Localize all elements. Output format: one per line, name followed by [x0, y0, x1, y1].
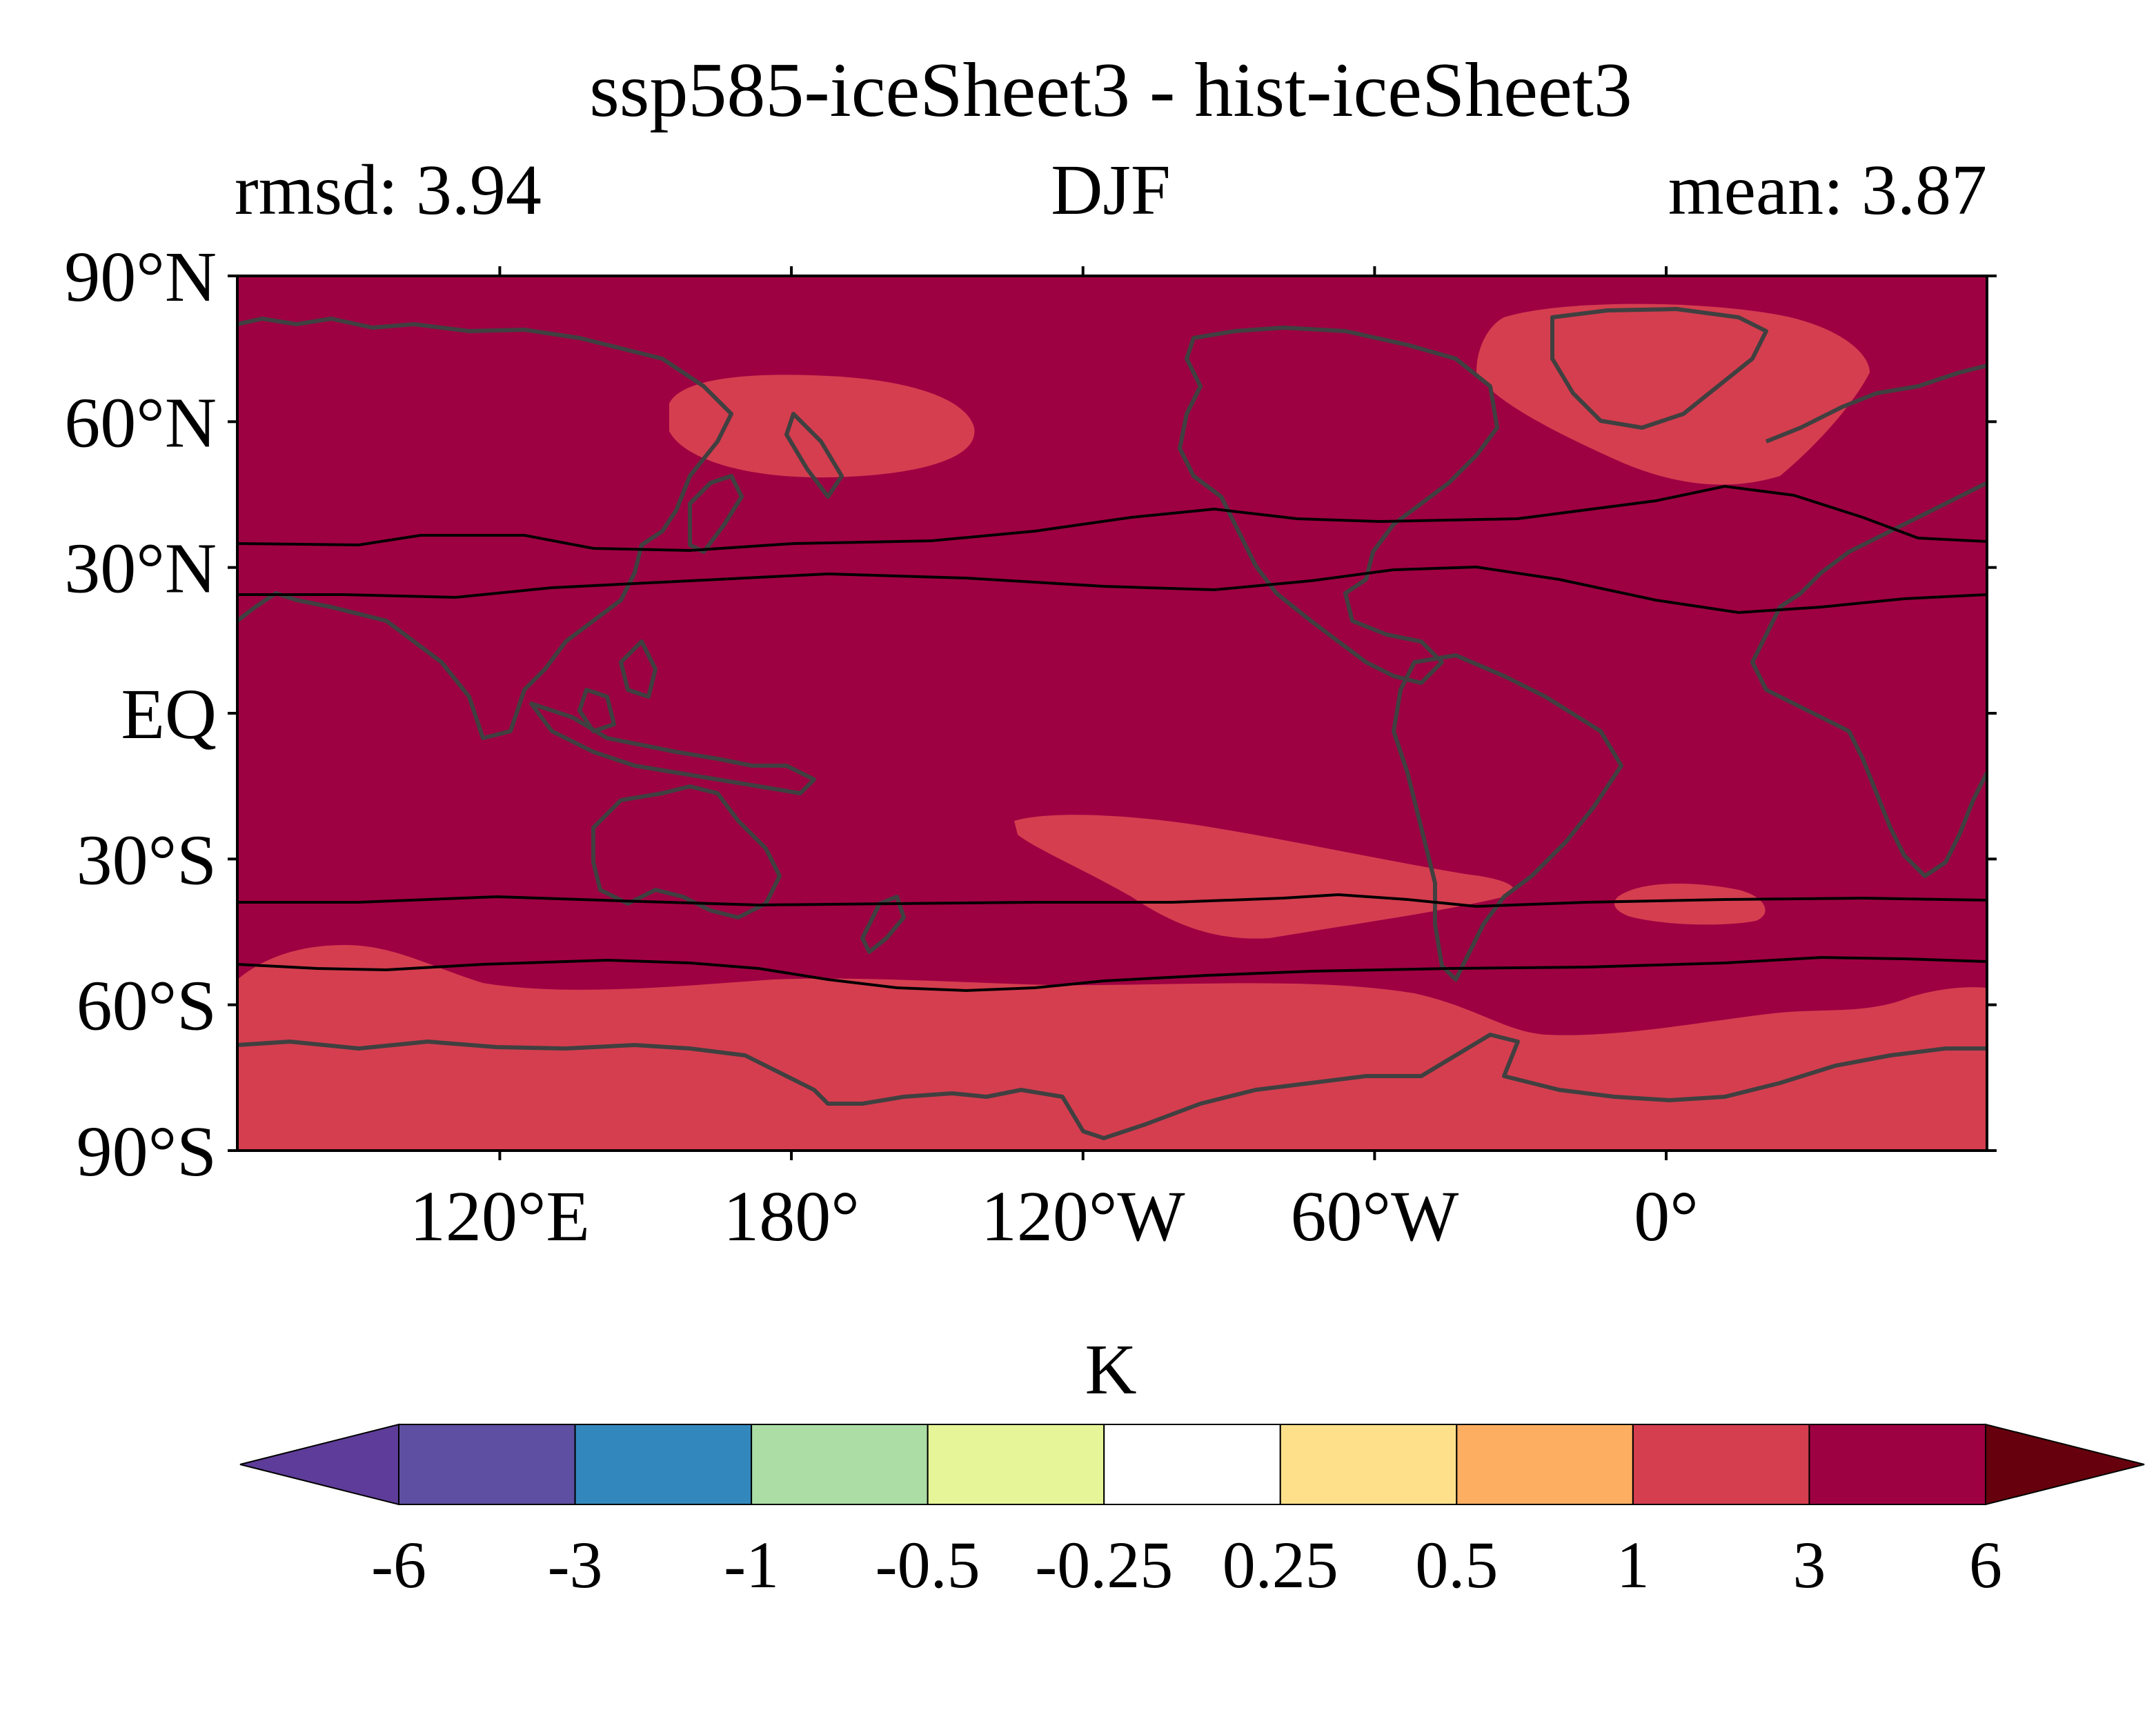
south-atlantic-warm-patch: [1614, 883, 1766, 925]
rmsd-label: rmsd: 3.94: [235, 150, 542, 230]
x-tick-label: 0°: [1634, 1177, 1699, 1256]
mean-label: mean: 3.87: [1668, 150, 1987, 230]
colorbar-segment: [751, 1424, 929, 1505]
x-tick-label: 120°E: [410, 1177, 590, 1256]
colorbar-over-arrow: [1985, 1423, 2145, 1506]
y-tick-label: 90°N: [64, 237, 217, 317]
colorbar-unit-label: K: [1085, 1330, 1136, 1409]
antarctica-coast: [237, 1033, 1987, 1140]
southern-ocean-antarctic-warm-band: [237, 945, 1987, 1151]
y-tick-label: 30°N: [64, 529, 217, 608]
y-tick-label: 60°S: [77, 966, 217, 1046]
colorbar-segment: [1103, 1424, 1281, 1505]
europe-africa-coast: [1750, 364, 1987, 878]
y-tick-label: 60°N: [64, 383, 217, 462]
nh-contour-upper: [237, 484, 1987, 553]
sh-contour-lower: [237, 955, 1987, 993]
colorbar-segment: [927, 1424, 1105, 1505]
contour-lines: [237, 484, 1987, 993]
colorbar: -6 -3 -1 -0.5 -0.25 0.25 0.5 1 3 6: [239, 1423, 2145, 1602]
main-title: ssp585-iceSheet3 - hist-iceSheet3: [589, 48, 1632, 133]
x-tick-label: 120°W: [981, 1177, 1185, 1256]
colorbar-segment: [1632, 1424, 1810, 1505]
eurasia-coast: [237, 317, 733, 740]
colorbar-under-arrow: [239, 1423, 399, 1506]
south-america-coast: [1392, 653, 1623, 982]
sh-contour-upper: [237, 893, 1987, 908]
colorbar-tick-label: 0.5: [1415, 1528, 1498, 1602]
colorbar-segment: [574, 1424, 753, 1505]
colorbar-tick-label: -0.25: [1035, 1528, 1173, 1602]
colorbar-tick-label: 0.25: [1223, 1528, 1338, 1602]
colorbar-tick-label: -3: [548, 1528, 603, 1602]
colorbar-segment: [1456, 1424, 1634, 1505]
southeast-asia-islands: [529, 702, 816, 795]
y-tick-label: EQ: [121, 675, 217, 754]
nh-contour-lower: [237, 565, 1987, 615]
north-america-coast: [1178, 326, 1499, 685]
colorbar-segment: [398, 1424, 576, 1505]
north-pacific-warm-patch: [669, 375, 975, 478]
y-tick-label: 90°S: [77, 1112, 217, 1191]
x-tick-label: 60°W: [1291, 1177, 1459, 1256]
y-tick-label: 30°S: [77, 820, 217, 899]
y-axis: 90°N 60°N 30°N EQ 30°S 60°S 90°S: [64, 237, 1997, 1191]
greenland-coast: [1550, 307, 1768, 430]
colorbar-tick-label: 1: [1616, 1528, 1650, 1602]
map-panel: [237, 276, 1987, 1151]
new-zealand-coast: [860, 895, 906, 954]
colorbar-tick-label: -0.5: [876, 1528, 980, 1602]
colorbar-tick-label: 6: [1969, 1528, 2002, 1602]
x-axis: 120°E 180° 120°W 60°W 0°: [410, 266, 1699, 1256]
season-label: DJF: [1051, 150, 1170, 230]
japan-coast: [688, 474, 744, 554]
south-pacific-warm-patch: [1014, 815, 1514, 939]
coastlines: [237, 307, 1987, 1140]
colorbar-tick-label: -6: [371, 1528, 426, 1602]
philippines-borneo: [577, 639, 657, 733]
kamchatka-coast: [784, 412, 844, 499]
colorbar-tick-label: 3: [1792, 1528, 1826, 1602]
colorbar-segment: [1808, 1424, 1986, 1505]
x-tick-label: 180°: [723, 1177, 860, 1256]
colorbar-tick-label: -1: [724, 1528, 779, 1602]
colorbar-segment: [1279, 1424, 1458, 1505]
